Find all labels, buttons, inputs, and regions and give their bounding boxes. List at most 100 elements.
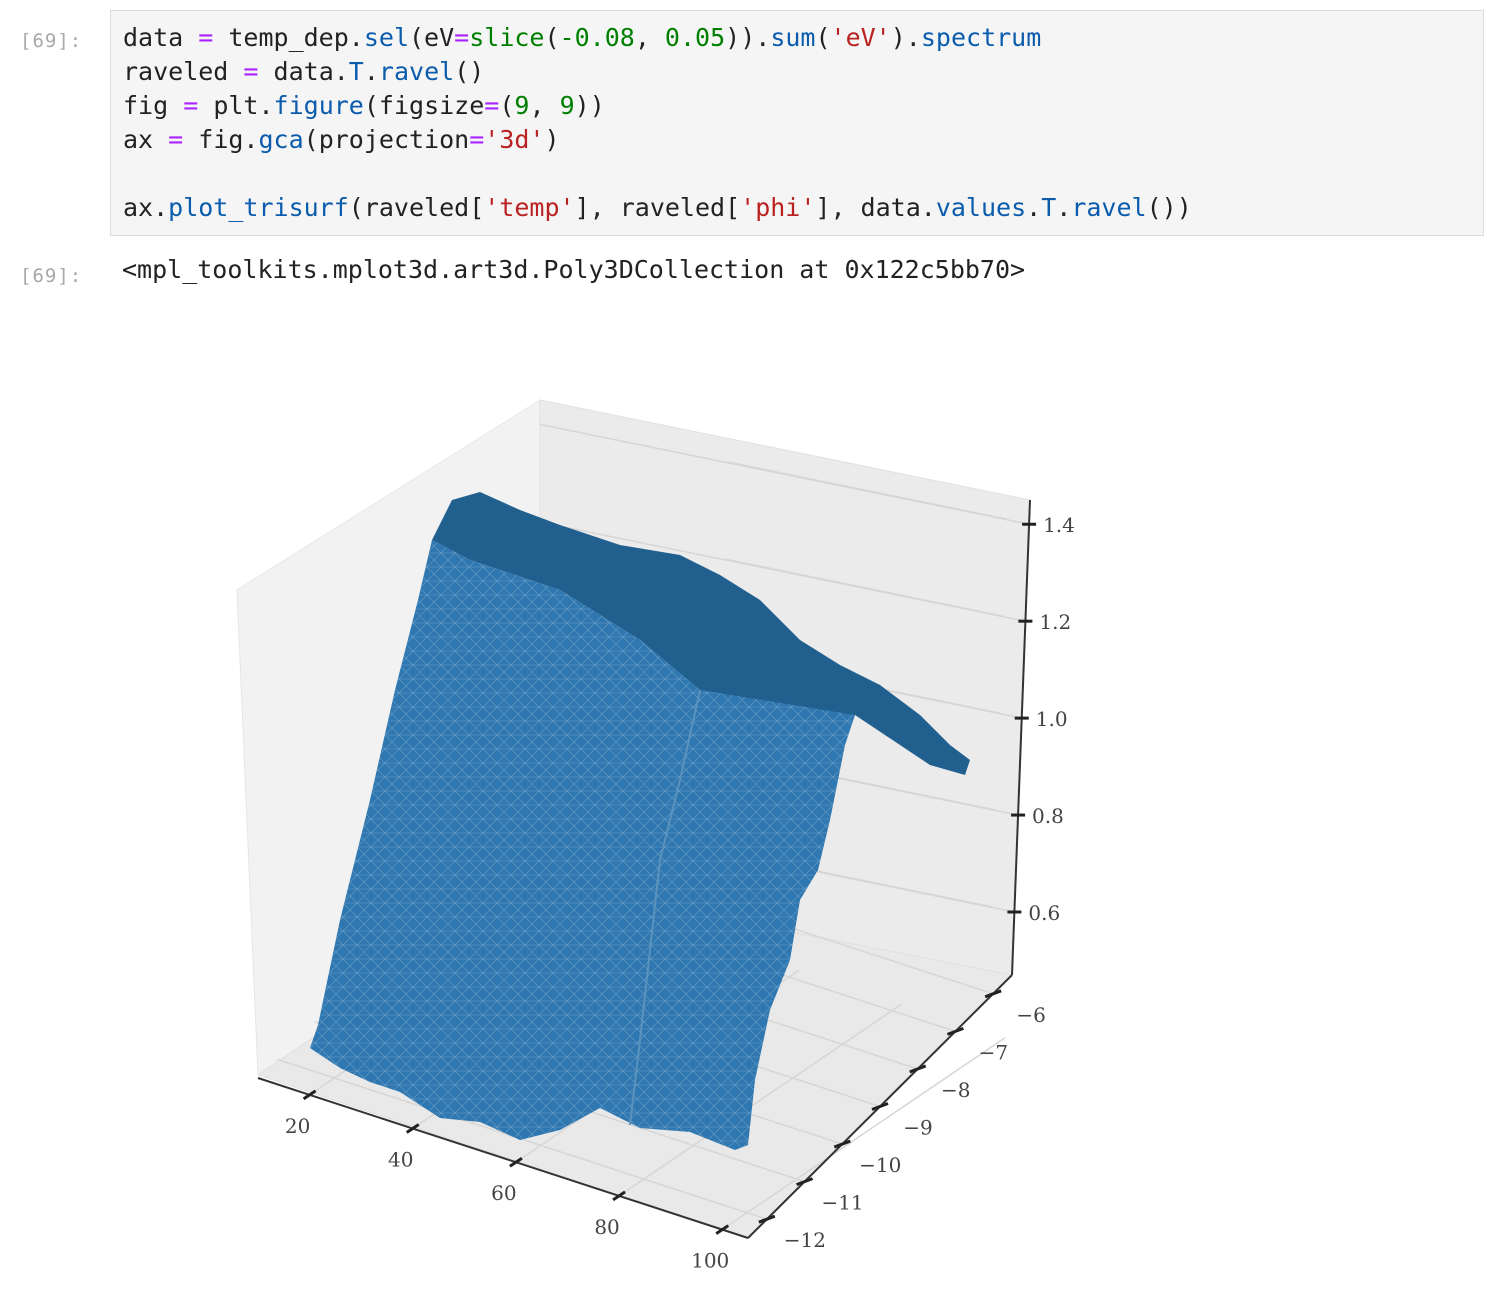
code-token: fig. xyxy=(183,125,259,154)
x-axis-line xyxy=(257,1077,749,1239)
y-tick-mark xyxy=(909,1064,927,1074)
x-tick-label: 40 xyxy=(388,1148,413,1172)
code-token: fig xyxy=(123,91,184,120)
code-token: (raveled[ xyxy=(348,193,485,222)
code-token: temp_dep. xyxy=(213,23,364,52)
code-token: spectrum xyxy=(920,23,1042,52)
input-prompt: [69]: xyxy=(20,30,83,52)
code-token: . xyxy=(755,23,771,52)
y-tick-mark xyxy=(984,989,1002,999)
grid-line-x xyxy=(618,1003,903,1197)
code-token: , xyxy=(634,23,665,52)
code-token: . xyxy=(1026,193,1042,222)
code-token: '3d' xyxy=(484,125,545,154)
code-token: = xyxy=(484,91,500,120)
y-tick-label: −10 xyxy=(859,1153,901,1177)
code-token: )) xyxy=(725,23,756,52)
code-editor[interactable]: data = temp_dep.sel(eV=slice(-0.08, 0.05… xyxy=(123,21,1192,225)
grid-line-x xyxy=(721,1036,1006,1231)
code-token: ravel xyxy=(378,57,455,86)
code-token: plt. xyxy=(198,91,274,120)
code-token: = xyxy=(243,57,259,86)
z-tick-label: 1.2 xyxy=(1039,610,1071,634)
y-tick-label: −6 xyxy=(1016,1003,1045,1027)
y-tick-label: −12 xyxy=(784,1228,826,1252)
x-tick-mark xyxy=(715,1224,730,1235)
x-tick-label: 20 xyxy=(285,1114,310,1138)
x-tick-mark xyxy=(405,1123,420,1134)
tick-labels: 20 40 60 80 100 −12 −11 −10−9 −8 −7 −6 0.6 0.8 1.0 1.2… xyxy=(285,513,1075,1272)
code-token: ) xyxy=(544,125,560,154)
code-token: () xyxy=(454,57,485,86)
y-tick-mark xyxy=(946,1026,964,1036)
x-tick-label: 100 xyxy=(691,1249,729,1273)
code-token: ). xyxy=(890,23,921,52)
y-tick-label: −11 xyxy=(821,1191,863,1215)
code-token: ax. xyxy=(123,193,169,222)
code-cell-input[interactable]: data = temp_dep.sel(eV=slice(-0.08, 0.05… xyxy=(110,10,1484,236)
surface-ridge-fold xyxy=(629,689,701,1126)
code-token: -0.08 xyxy=(559,23,635,52)
y-tick-mark xyxy=(758,1214,776,1224)
code-token: data xyxy=(123,23,199,52)
code-token: ( xyxy=(815,23,831,52)
code-token: ()) xyxy=(1146,193,1192,222)
code-token: 'phi' xyxy=(740,193,816,222)
y-tick-mark xyxy=(833,1139,851,1149)
code-token: , xyxy=(529,91,560,120)
code-token: plot_trisurf xyxy=(168,193,349,222)
code-token: gca xyxy=(258,125,304,154)
y-tick-label: −9 xyxy=(903,1116,932,1140)
code-token: sel xyxy=(363,23,409,52)
z-tick-label: 1.4 xyxy=(1043,513,1075,537)
code-token: = xyxy=(469,125,485,154)
code-token: ax xyxy=(123,125,169,154)
code-token: . xyxy=(363,57,379,86)
surface-top-face xyxy=(432,492,970,775)
trisurf-surface xyxy=(310,492,970,1150)
tick-marks xyxy=(302,522,1037,1235)
code-token: 9 xyxy=(559,91,575,120)
code-token: 'temp' xyxy=(484,193,575,222)
x-tick-label: 60 xyxy=(491,1181,516,1205)
code-token: . xyxy=(1056,193,1072,222)
x-tick-mark xyxy=(612,1190,626,1202)
code-token: (projection xyxy=(303,125,470,154)
code-token: sum xyxy=(770,23,816,52)
y-tick-label: −8 xyxy=(941,1078,970,1102)
code-token: data. xyxy=(258,57,349,86)
y-tick-mark xyxy=(796,1177,814,1187)
code-token: ( xyxy=(544,23,560,52)
code-token: = xyxy=(454,23,470,52)
output-prompt: [69]: xyxy=(20,265,83,287)
code-token: (eV xyxy=(409,23,455,52)
output-repr-text: <mpl_toolkits.mplot3d.art3d.Poly3DCollec… xyxy=(122,255,1026,284)
code-token: T xyxy=(348,57,364,86)
code-token: T xyxy=(1041,193,1057,222)
z-tick-label: 1.0 xyxy=(1036,707,1068,731)
z-axis-line xyxy=(1011,499,1031,976)
code-token: 9 xyxy=(514,91,530,120)
code-token: raveled xyxy=(123,57,244,86)
code-token: figure xyxy=(273,91,364,120)
code-token: ], data. xyxy=(815,193,936,222)
x-tick-mark xyxy=(509,1156,523,1168)
y-tick-mark xyxy=(871,1102,889,1111)
code-token: slice xyxy=(469,23,545,52)
grid-line-z-left xyxy=(725,558,1004,617)
code-token: ], raveled[ xyxy=(574,193,741,222)
code-token: 'eV' xyxy=(830,23,891,52)
y-tick-label: −7 xyxy=(979,1040,1008,1064)
x-tick-mark xyxy=(302,1089,317,1101)
x-tick-label: 80 xyxy=(594,1215,619,1239)
z-tick-label: 0.6 xyxy=(1028,901,1060,925)
z-tick-label: 0.8 xyxy=(1032,804,1064,828)
surface-mesh-overlay xyxy=(310,540,855,1150)
code-token: 0.05 xyxy=(664,23,726,52)
code-token: = xyxy=(168,125,184,154)
code-token: = xyxy=(198,23,214,52)
code-token: )) xyxy=(574,91,605,120)
grid-line-z-left xyxy=(728,461,1008,520)
code-token: = xyxy=(183,91,199,120)
